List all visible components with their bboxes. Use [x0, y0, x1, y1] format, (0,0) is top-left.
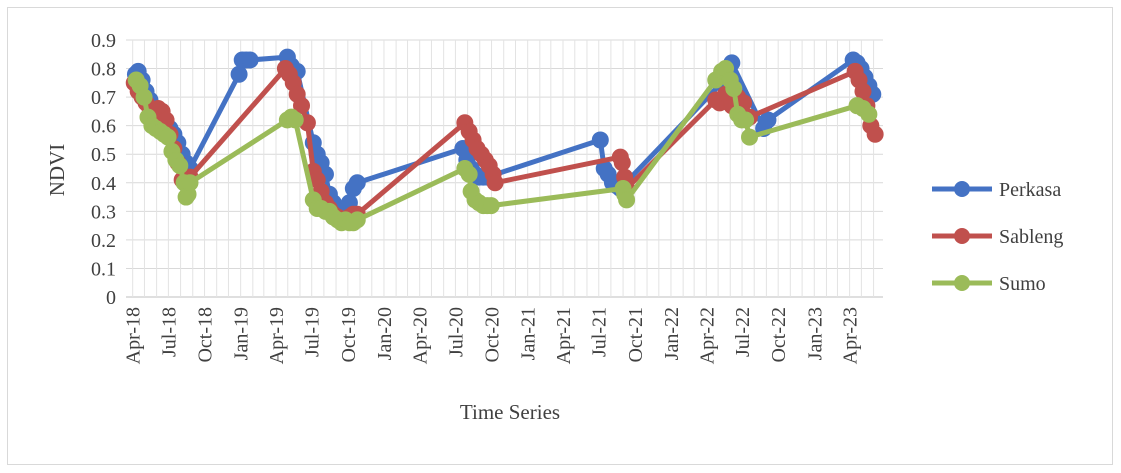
y-tick-label: 0.8: [91, 59, 116, 81]
legend-label: Perkasa: [999, 179, 1061, 201]
axis-layer: 0 0.1 0.2 0.3 0.4 0.5 0.6 0.7 0.8 0.9 Apr-18 Jul-18…: [91, 30, 862, 364]
x-tick-label: Jan-22: [661, 307, 683, 360]
data-point: [860, 105, 878, 123]
x-tick-label: Jan-20: [374, 307, 396, 360]
x-tick-label: Jul-22: [732, 307, 754, 357]
data-point: [348, 174, 366, 192]
x-tick-label: Apr-19: [266, 307, 288, 364]
legend-marker: [954, 275, 970, 291]
x-tick-label: Oct-20: [482, 307, 504, 363]
data-point: [618, 191, 636, 209]
x-tick-label: Oct-21: [625, 307, 647, 363]
x-tick-label: Apr-18: [123, 307, 145, 364]
data-point: [741, 128, 759, 146]
series-sumo: [127, 60, 878, 232]
x-tick-label: Apr-20: [410, 307, 432, 364]
data-point: [171, 157, 189, 175]
chart-frame: [7, 7, 1113, 465]
y-axis-title: NDVI: [45, 144, 69, 197]
data-point: [725, 80, 743, 98]
y-tick-label: 0.5: [91, 144, 116, 166]
x-tick-label: Jul-20: [445, 307, 467, 357]
data-point: [348, 211, 366, 229]
y-tick-label: 0: [106, 287, 116, 309]
x-tick-label: Oct-19: [338, 307, 360, 363]
series-line: [133, 66, 872, 226]
x-axis-title: Time Series: [460, 400, 560, 424]
legend-marker: [954, 181, 970, 197]
x-tick-label: Jan-23: [804, 307, 826, 360]
legend-marker: [954, 228, 970, 244]
x-tick-label: Jul-21: [589, 307, 611, 357]
x-tick-label: Jan-19: [231, 307, 253, 360]
data-point: [482, 197, 500, 215]
data-point: [293, 97, 311, 115]
data-point: [460, 165, 478, 183]
data-point: [737, 111, 755, 129]
data-point: [230, 65, 248, 83]
data-point: [486, 174, 504, 192]
data-point: [181, 174, 199, 192]
x-tick-label: Jul-19: [302, 307, 324, 357]
legend-label: Sableng: [999, 226, 1063, 248]
x-tick-label: Apr-22: [696, 307, 718, 364]
x-tick-label: Apr-23: [840, 307, 862, 364]
data-point: [866, 125, 884, 143]
x-tick-label: Jul-18: [158, 307, 180, 357]
y-tick-label: 0.6: [91, 116, 116, 138]
y-tick-label: 0.3: [91, 201, 116, 223]
data-point: [135, 88, 153, 106]
y-tick-label: 0.1: [91, 258, 116, 280]
data-point: [854, 82, 872, 100]
data-point: [286, 111, 304, 129]
x-tick-label: Apr-21: [553, 307, 575, 364]
y-tick-label: 0.4: [91, 173, 116, 195]
series-layer: [125, 48, 884, 232]
y-tick-label: 0.9: [91, 30, 116, 52]
data-point: [759, 111, 777, 129]
data-point: [613, 154, 631, 172]
y-tick-label: 0.7: [91, 87, 116, 109]
data-point: [241, 51, 259, 69]
x-tick-label: Oct-22: [768, 307, 790, 363]
legend: Perkasa Sableng Sumo: [932, 179, 1063, 295]
data-point: [591, 131, 609, 149]
legend-label: Sumo: [999, 273, 1046, 295]
data-point: [159, 128, 177, 146]
x-tick-label: Jan-21: [518, 307, 540, 360]
y-tick-label: 0.2: [91, 230, 116, 252]
x-tick-label: Oct-18: [195, 307, 217, 363]
